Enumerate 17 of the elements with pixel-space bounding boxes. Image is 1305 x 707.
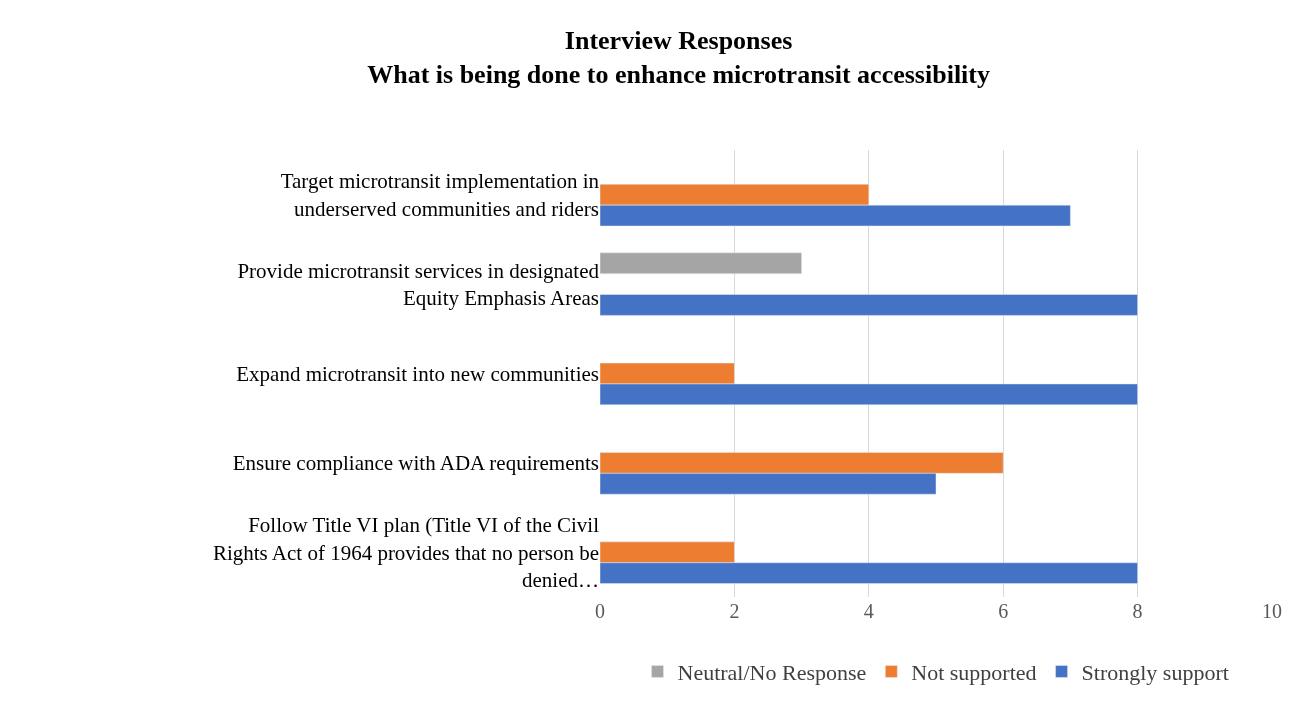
x-tick-label: 0	[595, 600, 605, 622]
y-tick-label: Expand microtransit into new communities	[236, 361, 599, 386]
x-tick-label: 4	[863, 600, 874, 622]
chart-title: Interview Responses What is being done to enhance microtransit accessibility	[367, 26, 990, 90]
y-tick-label: Follow Title VI plan (Title VI of the Civil Rights Act of 1964 provides that no person be denied…	[212, 513, 600, 592]
y-tick-label: Ensure compliance with ADA requirements	[232, 451, 599, 476]
bar	[600, 294, 1138, 316]
bar	[600, 252, 802, 274]
x-tick-label: 8	[1132, 600, 1143, 622]
y-tick-label: Target microtransit implementation in underserved communities and riders	[280, 169, 600, 221]
legend-label: Not supported	[911, 660, 1037, 686]
legend-label: Strongly support	[1081, 660, 1229, 686]
y-tick-label: Provide microtransit services in designated Equity Emphasis Areas	[237, 258, 600, 311]
x-tick-label: 2	[729, 600, 740, 622]
x-tick-label: 10	[1262, 600, 1282, 622]
x-tick-label: 6	[998, 600, 1009, 622]
legend-label: Neutral/No Response	[677, 660, 867, 686]
